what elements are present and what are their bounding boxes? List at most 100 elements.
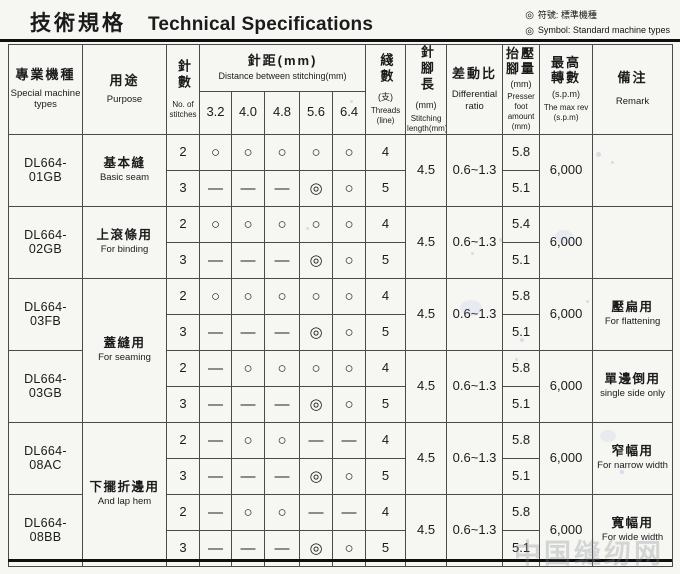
threads-cell: 4	[365, 493, 407, 531]
threads-cell: 4	[365, 421, 407, 459]
distance-mark-cell: —	[199, 457, 232, 495]
table-row: 3 — — — ◎ ○ 5 5.1	[9, 241, 673, 279]
col-header-distance-group: 針距(mm) Distance between stitching(mm)	[198, 43, 367, 93]
distance-col-header: 4.0	[231, 91, 265, 135]
col-header-machine: 專業機種 Special machine types	[8, 44, 83, 135]
differential-cell: 0.6~1.3	[446, 277, 504, 351]
col-header-differential: 差動比 Differential ratio	[446, 44, 504, 135]
distance-mark-cell: ○	[231, 133, 265, 171]
col-header-differential-en: Differential ratio	[451, 89, 498, 112]
remark-en: For flattening	[604, 316, 661, 328]
presser-foot-cell: 5.8	[502, 133, 541, 171]
page-title-en: Technical Specifications	[148, 14, 374, 35]
stitch-count-cell: 2	[166, 277, 200, 315]
distance-mark-cell: —	[231, 241, 265, 279]
purpose-cjk: 基本縫	[103, 156, 146, 171]
purpose-cell: 基本縫 Basic seam	[82, 133, 167, 207]
distance-mark-cell: ○	[231, 493, 265, 531]
distance-col-header: 3.2	[199, 91, 232, 135]
distance-col-header: 5.6	[299, 91, 333, 135]
table-bottom-rule	[8, 559, 672, 562]
presser-foot-cell: 5.8	[502, 421, 541, 459]
distance-mark-cell: —	[199, 349, 232, 387]
differential-cell: 0.6~1.3	[446, 205, 504, 279]
page-title-cjk: 技術規格	[30, 12, 126, 35]
distance-mark-cell: ○	[264, 205, 300, 243]
machine-name-cell: DL664-08BB	[8, 493, 83, 567]
distance-mark-cell: ○	[331, 169, 367, 207]
machine-name-cell: DL664-02GB	[8, 205, 83, 279]
machine-name-cell: DL664-01GB	[8, 133, 83, 207]
differential-cell: 0.6~1.3	[446, 421, 504, 495]
purpose-cell: 上滾條用 For binding	[82, 205, 167, 279]
col-header-max-rev: 最高轉數 (s.p.m) The max rev (s.p.m)	[539, 44, 594, 135]
col-header-remark-cjk: 備注	[617, 70, 648, 86]
distance-mark-cell: ○	[264, 133, 300, 171]
col-header-purpose: 用途 Purpose	[82, 44, 167, 135]
threads-cell: 4	[365, 205, 407, 243]
distance-mark-cell: ○	[231, 349, 265, 387]
stitch-count-cell: 3	[166, 241, 200, 279]
distance-mark-cell: ○	[331, 385, 367, 423]
col-header-remark: 備注 Remark	[592, 44, 674, 135]
distance-mark-cell: —	[199, 313, 232, 351]
purpose-cjk: 下擺折邊用	[89, 480, 160, 495]
threads-cell: 4	[365, 277, 407, 315]
remark-cell: 壓扁用 For flattening	[592, 277, 674, 351]
table-row: DL664-08BB 2 — ○ ○ — — 4 4.5 0.6~1.3 5.8…	[8, 493, 674, 567]
distance-mark-cell: ○	[331, 349, 367, 387]
threads-cell: 5	[365, 457, 407, 495]
col-header-stitch-length-cjk: 針腳長	[418, 45, 434, 93]
threads-cell: 5	[365, 385, 407, 423]
table-row: DL664-02GB 上滾條用 For binding 2 ○ ○ ○ ○ ○ …	[8, 205, 674, 279]
distance-mark-cell: —	[264, 169, 300, 207]
distance-mark-cell: —	[331, 493, 367, 531]
remark-cell	[592, 133, 674, 207]
col-header-distance-en: Distance between stitching(mm)	[218, 71, 347, 82]
differential-cell: 0.6~1.3	[446, 493, 504, 567]
remark-cell	[592, 205, 674, 279]
col-header-threads: 綫數 (支) Threads (line)	[365, 44, 407, 135]
distance-mark-cell: —	[231, 457, 265, 495]
col-header-presser-en: Presser foot amount (mm)	[507, 91, 535, 131]
purpose-cell: 蓋縫用 For seaming	[82, 277, 167, 423]
col-header-stitches: 針數 No. of stitches	[166, 44, 200, 135]
remark-cell: 窄幅用 For narrow width	[592, 421, 674, 495]
threads-cell: 4	[365, 133, 407, 171]
purpose-en: For binding	[100, 244, 149, 256]
distance-mark-cell: —	[331, 421, 367, 459]
col-header-threads-cjk: 綫數	[378, 53, 394, 85]
col-header-max-rev-cjk: 最高轉數	[551, 55, 582, 85]
distance-mark-cell: ○	[231, 421, 265, 459]
legend-text-en: Symbol: Standard machine types	[537, 25, 670, 36]
stitch-count-cell: 3	[166, 457, 200, 495]
distance-mark-cell: ◎	[299, 169, 333, 207]
remark-cell: 寬幅用 For wide width	[592, 493, 674, 567]
max-rev-cell: 6,000	[539, 421, 594, 495]
distance-mark-cell: —	[264, 457, 300, 495]
remark-en: single side only	[600, 388, 666, 400]
bullseye-icon: ◎	[525, 10, 534, 21]
stitch-count-cell: 2	[166, 421, 200, 459]
distance-mark-cell: —	[199, 385, 232, 423]
distance-mark-cell: —	[199, 169, 232, 207]
distance-mark-cell: ○	[331, 241, 367, 279]
col-header-stitch-length: 針腳長 (mm) Stitching length(mm)	[405, 44, 448, 135]
remark-cell: 單邊倒用 single side only	[592, 349, 674, 423]
max-rev-cell: 6,000	[539, 277, 594, 351]
stitch-count-cell: 3	[166, 313, 200, 351]
threads-cell: 5	[365, 169, 407, 207]
distance-mark-cell: ○	[264, 493, 300, 531]
stitch-length-cell: 4.5	[405, 421, 448, 495]
machine-name-cell: DL664-03FB	[8, 277, 83, 351]
distance-mark-cell: —	[231, 385, 265, 423]
title-divider-rule	[0, 39, 680, 42]
distance-mark-cell: ○	[264, 277, 300, 315]
distance-mark-cell: —	[199, 241, 232, 279]
distance-mark-cell: ◎	[299, 241, 333, 279]
presser-foot-cell: 5.8	[502, 349, 541, 387]
col-header-presser-cjk: 抬壓腳量	[506, 45, 537, 76]
col-header-presser-unit: (mm)	[510, 78, 532, 89]
distance-mark-cell: ○	[331, 205, 367, 243]
stitch-length-cell: 4.5	[405, 205, 448, 279]
